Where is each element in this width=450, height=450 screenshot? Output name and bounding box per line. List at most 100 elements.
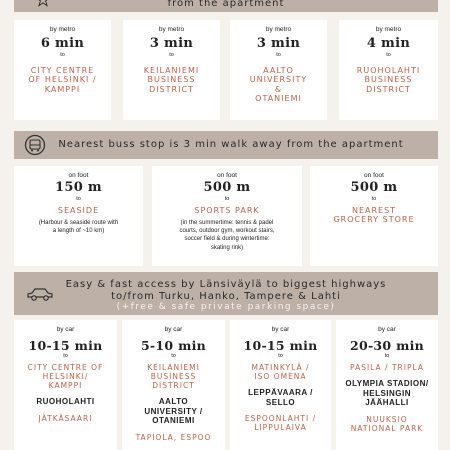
note-line: soccer field & during wintertime: bbox=[184, 236, 270, 243]
travel-mode: on foot bbox=[364, 172, 384, 179]
destination-line: SPORTS PARK bbox=[194, 205, 260, 215]
car-card: by car 20-30 min to PASILA / TRIPLA OLYMPIA … bbox=[336, 320, 438, 450]
destination-note: (in the summertime: tennis & padel courts… bbox=[152, 219, 302, 251]
travel-mode: by car bbox=[378, 326, 396, 333]
car-icon bbox=[27, 287, 53, 301]
travel-time: 4 min bbox=[366, 36, 411, 51]
destination-group: JÄTKÄSAARI bbox=[14, 414, 117, 423]
destination-line: HELSINKI/ bbox=[42, 372, 89, 382]
destination-line: LIPPULAIVA bbox=[254, 423, 307, 433]
metro-card: by metro 3 min to KEILANIEMI BUSINESS DISTRIC… bbox=[123, 20, 220, 120]
to-label: to bbox=[60, 51, 65, 58]
destination-line: JÄTKÄSAARI bbox=[38, 413, 93, 423]
walk-card: on foot 500 m to SPORTS PARK (in the summert… bbox=[152, 166, 302, 266]
destination-line: KEILANIEMI bbox=[147, 363, 200, 373]
destination-group: AALTO UNIVERSITY / OTANIEMI bbox=[122, 397, 225, 426]
destination-line: DISTRICT bbox=[366, 84, 411, 94]
destination: SEASIDE bbox=[14, 206, 143, 216]
destination-line: KEILANIEMI bbox=[143, 65, 200, 75]
destination-line: OTANIEMI bbox=[255, 94, 302, 104]
note-line: skating rink) bbox=[210, 244, 244, 251]
top-banner: from the apartment bbox=[14, 0, 438, 12]
to-label: to bbox=[371, 195, 377, 202]
car-banner: Easy & fast access by Länsiväylä to bigg… bbox=[14, 272, 438, 315]
car-card: by car 10-15 min to MATINKYLÄ / ISO OMENA LEP… bbox=[230, 320, 331, 450]
bus-banner-text: Nearest buss stop is 3 min walk away fro… bbox=[58, 139, 404, 150]
destination: NEAREST GROCERY STORE bbox=[310, 206, 438, 225]
destination-line: BUSINESS bbox=[147, 75, 196, 85]
travel-mode: by metro bbox=[49, 26, 76, 33]
destination-line: RUOHOLAHTI bbox=[36, 397, 95, 407]
travel-time: 20-30 min bbox=[349, 338, 425, 353]
destination: KEILANIEMI BUSINESS DISTRICT bbox=[123, 66, 220, 95]
destination: CITY CENTRE OF HELSINKI / KAMPPI bbox=[14, 66, 111, 95]
destination: SPORTS PARK bbox=[152, 206, 302, 216]
destination-group: RUOHOLAHTI bbox=[14, 397, 117, 407]
destination-group: ESPOONLAHTI / LIPPULAIVA bbox=[230, 414, 331, 432]
destination-group: KEILANIEMI BUSINESS DISTRICT bbox=[122, 363, 225, 390]
bus-banner: Nearest buss stop is 3 min walk away fro… bbox=[14, 131, 438, 159]
to-label: to bbox=[278, 353, 283, 360]
travel-time: 3 min bbox=[256, 36, 301, 51]
car-banner-line3: (+free & safe private parking space) bbox=[116, 302, 336, 312]
destination-line: BUSINESS bbox=[150, 372, 197, 382]
destination-line: BUSINESS bbox=[364, 75, 413, 85]
destination-line: OF HELSINKI / bbox=[28, 75, 97, 85]
destination-line: SELLO bbox=[265, 397, 296, 407]
to-label: to bbox=[76, 195, 81, 202]
destination: AALTO UNIVERSITY & OTANIEMI bbox=[230, 66, 327, 104]
travel-time: 10-15 min bbox=[28, 338, 103, 353]
travel-mode: by car bbox=[271, 326, 290, 333]
destination-line: UNIVERSITY bbox=[249, 75, 308, 85]
destination-line: HELSINGIN bbox=[362, 388, 412, 398]
travel-mode: by car bbox=[56, 326, 75, 333]
top-banner-text: from the apartment bbox=[167, 0, 285, 9]
note-line: a length of ~10 km) bbox=[52, 228, 105, 235]
travel-mode: on foot bbox=[217, 172, 237, 179]
destination-group: CITY CENTRE OF HELSINKI/KAMPPI bbox=[14, 363, 117, 390]
travel-mode: on foot bbox=[68, 172, 89, 179]
destination-line: KAMPPI bbox=[44, 84, 81, 94]
to-label: to bbox=[63, 353, 68, 360]
bus-wheel-icon bbox=[24, 134, 46, 156]
destination-line: AALTO bbox=[263, 65, 294, 75]
car-banner-line1: Easy & fast access by Länsiväylä to bigg… bbox=[65, 279, 387, 290]
metro-card: by metro 4 min to RUOHOLAHTI BUSINESS DISTRIC… bbox=[339, 20, 438, 120]
to-label: to bbox=[386, 51, 391, 58]
destination-line: NATIONAL PARK bbox=[350, 423, 424, 433]
destination-line: OTANIEMI bbox=[152, 416, 195, 426]
metro-card: by metro 6 min to CITY CENTRE OF HELSINKI / K… bbox=[14, 20, 111, 120]
destination-group: LEPPÄVAARA / SELLO bbox=[230, 388, 331, 407]
travel-mode: by car bbox=[164, 326, 183, 333]
travel-mode: by metro bbox=[158, 26, 185, 33]
walk-card: on foot 500 m to NEAREST GROCERY STORE bbox=[310, 166, 438, 266]
car-card: by car 5-10 min to KEILANIEMI BUSINESS DISTRI… bbox=[122, 320, 225, 450]
destination-line: RUOHOLAHTI bbox=[356, 65, 421, 75]
destination-line: LEPPÄVAARA / bbox=[248, 388, 313, 398]
destination-line: CITY CENTRE OF bbox=[27, 363, 104, 373]
travel-distance: 150 m bbox=[55, 180, 102, 195]
to-label: to bbox=[224, 195, 230, 202]
destination-line: AALTO bbox=[158, 397, 189, 407]
travel-time: 3 min bbox=[149, 36, 194, 51]
destination-group: NUUKSIO NATIONAL PARK bbox=[336, 415, 438, 433]
destination-line: & bbox=[274, 84, 283, 94]
destination-note: (Harbour & seaside route with a length of… bbox=[14, 219, 143, 235]
travel-time: 5-10 min bbox=[140, 338, 207, 353]
destination: RUOHOLAHTI BUSINESS DISTRICT bbox=[339, 66, 438, 95]
destination-line: GROCERY STORE bbox=[333, 215, 415, 225]
destination-line: CITY CENTRE bbox=[30, 65, 95, 75]
to-label: to bbox=[171, 353, 176, 360]
travel-time: 10-15 min bbox=[243, 338, 318, 353]
metro-card: by metro 3 min to AALTO UNIVERSITY & OTANIEMI bbox=[230, 20, 327, 120]
destination-line: SEASIDE bbox=[57, 205, 100, 215]
note-line: (Harbour & seaside route with bbox=[38, 220, 119, 227]
destination-line: ESPOONLAHTI / bbox=[244, 414, 317, 424]
destination-line: MATINKYLÄ / bbox=[251, 363, 310, 373]
to-label: to bbox=[384, 353, 390, 360]
destination-line: NEAREST bbox=[351, 205, 397, 215]
walk-card: on foot 150 m to SEASIDE (Harbour & seaside … bbox=[14, 166, 143, 266]
star-icon bbox=[38, 0, 48, 7]
destination-line: DISTRICT bbox=[149, 84, 194, 94]
destination-group: OLYMPIA STADION/HELSINGIN JÄÄHALLI bbox=[336, 379, 438, 408]
